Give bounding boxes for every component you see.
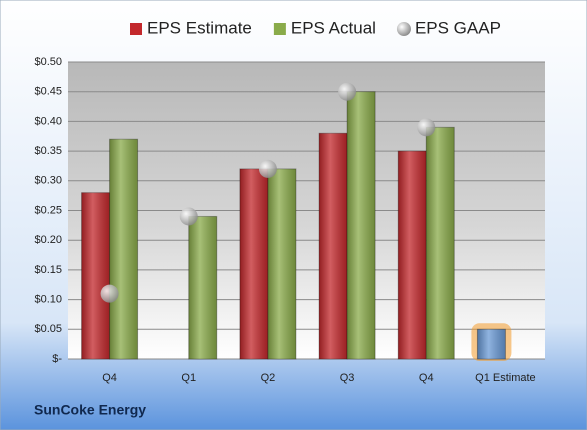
gaap-marker: [179, 207, 198, 226]
y-tick-label: $0.45: [34, 86, 62, 98]
legend-marker: [273, 23, 286, 35]
bar-shine: [188, 216, 217, 359]
bar-shine: [267, 168, 296, 359]
bar-shine: [239, 168, 268, 359]
legend-label: EPS Estimate: [147, 18, 252, 37]
x-tick-label: Q3: [340, 372, 355, 384]
x-tick-label: Q4: [419, 372, 434, 384]
y-tick-label: $0.20: [34, 234, 62, 246]
bar-shine: [109, 139, 138, 359]
y-tick-label: $0.15: [34, 264, 62, 276]
bar-shine: [319, 133, 348, 359]
y-tick-label: $0.10: [34, 294, 62, 306]
y-tick-label: $0.50: [34, 56, 62, 68]
y-tick-label: $0.40: [34, 115, 62, 127]
legend-marker: [396, 22, 411, 36]
legend-marker: [130, 23, 142, 35]
bar-shine: [398, 151, 427, 359]
x-tick-label: Q2: [261, 372, 276, 384]
y-tick-label: $0.25: [34, 204, 62, 216]
y-tick-label: $-: [52, 353, 62, 365]
x-tick-label: Q4: [102, 372, 117, 384]
gaap-marker: [100, 284, 119, 303]
gaap-marker: [417, 118, 436, 137]
bar-shine: [347, 91, 376, 359]
gaap-marker: [338, 82, 357, 101]
y-tick-label: $0.05: [34, 323, 62, 335]
legend-label: EPS Actual: [291, 18, 376, 37]
gaap-marker: [258, 159, 277, 178]
bar-shine: [477, 329, 506, 359]
y-tick-label: $0.35: [34, 145, 62, 157]
x-tick-label: Q1: [181, 372, 196, 384]
legend-label: EPS GAAP: [415, 18, 501, 37]
y-tick-label: $0.30: [34, 175, 62, 187]
x-tick-label: Q1 Estimate: [475, 372, 536, 384]
chart-title: SunCoke Energy: [34, 402, 146, 418]
bar-shine: [81, 192, 110, 359]
bar-shine: [426, 127, 455, 359]
